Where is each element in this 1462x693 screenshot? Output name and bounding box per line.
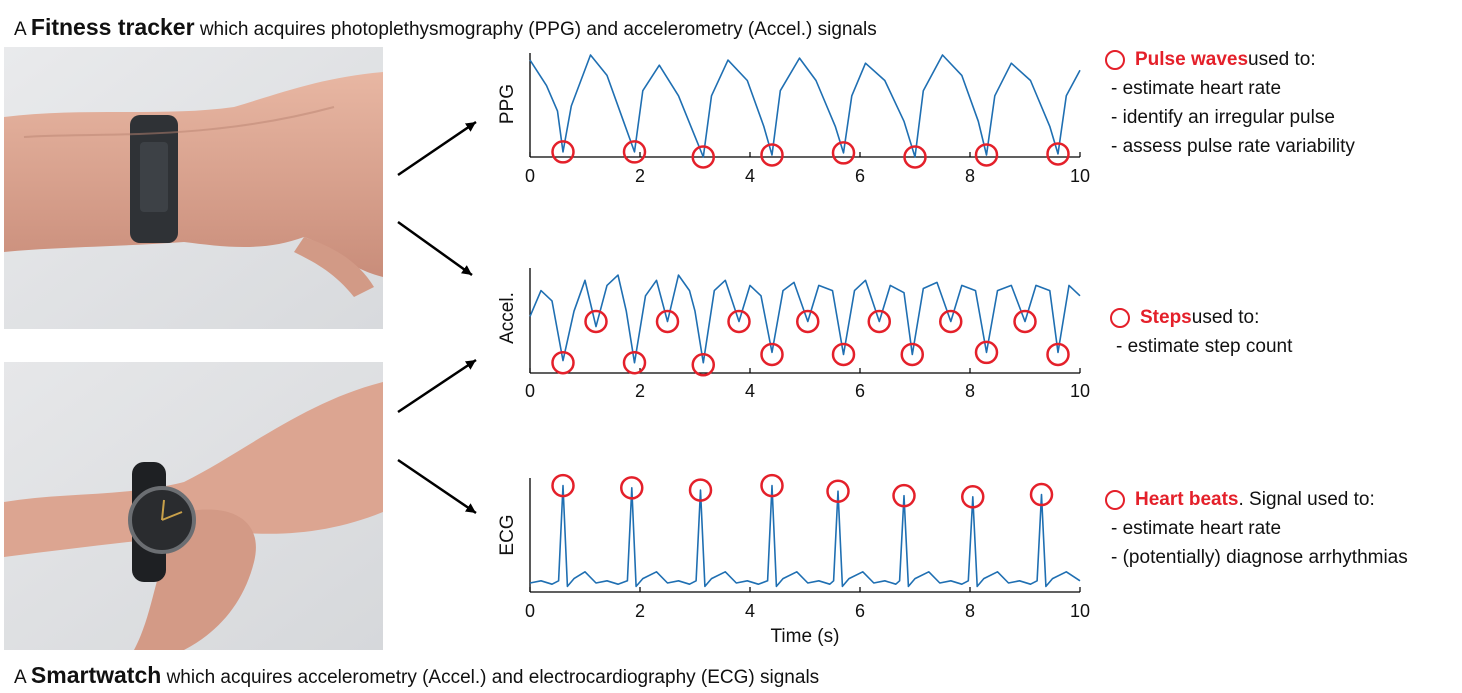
top-caption-prefix: A (14, 19, 26, 40)
arrow-watch-to-accel (397, 358, 477, 414)
event-marker (1029, 482, 1054, 507)
ppg-note-item: - estimate heart rate (1111, 78, 1282, 99)
x-tick-label: 6 (855, 601, 865, 621)
x-tick-label: 8 (965, 166, 975, 186)
arrow-tracker-to-ppg (397, 120, 477, 177)
event-marker (1046, 142, 1070, 166)
event-marker (551, 140, 575, 164)
event-marker (727, 309, 751, 334)
event-marker (760, 342, 784, 367)
event-marker (903, 145, 927, 169)
x-tick-label: 8 (965, 381, 975, 401)
x-tick-label: 0 (525, 381, 535, 401)
event-marker (760, 143, 784, 167)
ecg-note: Heart beats. Signal used to: - estimate … (1105, 485, 1408, 572)
x-tick-label: 4 (745, 166, 755, 186)
y-axis-label: PPG (497, 84, 518, 124)
bottom-caption-suffix: which acquires accelerometry (Accel.) an… (166, 667, 820, 688)
bottom-caption-device: Smartwatch (30, 662, 162, 688)
signal-line (529, 484, 1081, 588)
chart-ppg: 0 2 4 6 8 10 PPG (497, 53, 1090, 186)
x-tick-label: 2 (635, 601, 645, 621)
marker-legend-icon (1105, 489, 1125, 510)
ppg-note: Pulse waves used to: - estimate heart ra… (1105, 45, 1355, 161)
event-marker (655, 309, 680, 334)
y-axis-label: ECG (497, 514, 518, 555)
marker-legend-icon (1105, 49, 1125, 70)
fitness-tracker-photo (4, 47, 383, 329)
event-marker (1046, 342, 1070, 367)
event-marker (688, 478, 713, 502)
x-tick-label: 10 (1070, 381, 1090, 401)
chart-accel: 0 2 4 6 8 10 Accel. (497, 268, 1090, 401)
x-tick-label: 0 (525, 166, 535, 186)
x-tick-label: 8 (965, 601, 975, 621)
event-marker (831, 141, 856, 165)
arrows (397, 120, 477, 515)
top-caption-device: Fitness tracker (30, 14, 195, 40)
accel-note-key: Steps (1140, 307, 1192, 328)
top-caption: A Fitness tracker which acquires photopl… (14, 14, 877, 41)
x-tick-label: 10 (1070, 166, 1090, 186)
x-tick-label: 6 (855, 381, 865, 401)
event-marker (831, 342, 856, 367)
bottom-caption-prefix: A (14, 667, 26, 688)
fitness-tracker-illustration (4, 47, 383, 329)
ecg-note-item: - (potentially) diagnose arrhythmias (1111, 547, 1408, 568)
event-marker (892, 483, 916, 508)
x-tick-label: 4 (745, 601, 755, 621)
arrow-tracker-to-accel (397, 220, 473, 277)
signal-line (529, 54, 1081, 158)
event-marker (551, 473, 575, 498)
event-marker (867, 309, 891, 334)
ecg-note-item: - estimate heart rate (1111, 518, 1282, 539)
event-marker (900, 342, 924, 367)
event-marker (961, 485, 985, 509)
event-marker (620, 476, 644, 500)
accel-note: Steps used to: - estimate step count (1110, 303, 1292, 361)
x-tick-label: 2 (635, 166, 645, 186)
event-marker (974, 340, 999, 365)
x-tick-label: 2 (635, 381, 645, 401)
ppg-note-rest: used to: (1248, 49, 1316, 70)
bottom-caption: A Smartwatch which acquires accelerometr… (14, 662, 819, 689)
top-caption-suffix: which acquires photoplethysmography (PPG… (199, 19, 877, 40)
event-marker (1013, 309, 1037, 334)
ecg-note-key: Heart beats (1135, 489, 1239, 510)
x-tick-label: 4 (745, 381, 755, 401)
event-marker (584, 309, 608, 334)
ecg-note-rest: . Signal used to: (1238, 489, 1375, 510)
chart-ecg: 0 2 4 6 8 10 ECG Time (s) (497, 473, 1090, 647)
ppg-note-key: Pulse waves (1135, 49, 1249, 70)
event-marker (691, 353, 715, 377)
ppg-note-item: - assess pulse rate variability (1111, 136, 1355, 157)
event-marker (622, 140, 647, 164)
event-marker (826, 479, 850, 503)
smartwatch-illustration (4, 362, 383, 650)
x-axis-label: Time (s) (771, 626, 840, 647)
event-marker (691, 145, 715, 169)
accel-note-item: - estimate step count (1116, 336, 1293, 357)
arrow-watch-to-ecg (397, 458, 477, 515)
smartwatch-photo (4, 362, 383, 650)
event-marker (622, 350, 647, 375)
event-marker (974, 143, 999, 167)
event-marker (796, 309, 820, 334)
x-tick-label: 0 (525, 601, 535, 621)
event-marker (939, 309, 963, 334)
x-tick-label: 10 (1070, 601, 1090, 621)
accel-note-rest: used to: (1191, 307, 1260, 328)
x-tick-label: 6 (855, 166, 865, 186)
marker-legend-icon (1110, 307, 1130, 328)
ppg-note-item: - identify an irregular pulse (1111, 107, 1335, 128)
event-marker (760, 473, 784, 498)
event-marker (551, 350, 575, 375)
y-axis-label: Accel. (497, 292, 518, 344)
